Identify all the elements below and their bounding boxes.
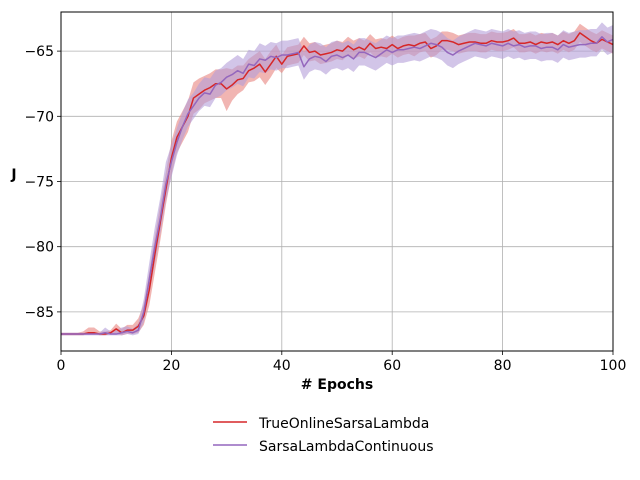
y-axis-label: J bbox=[10, 167, 16, 183]
y-tick-label: −70 bbox=[24, 109, 54, 125]
legend-label: SarsaLambdaContinuous bbox=[259, 439, 434, 455]
series-2-line bbox=[61, 36, 614, 335]
y-tick-label: −75 bbox=[24, 175, 54, 191]
x-axis-label: # Epochs bbox=[301, 377, 373, 393]
confidence-bands bbox=[61, 22, 613, 336]
legend: TrueOnlineSarsaLambda SarsaLambdaContinuo… bbox=[213, 416, 434, 455]
series-1-band bbox=[61, 23, 613, 336]
y-tick-label: −65 bbox=[24, 44, 54, 60]
y-tick-label: −80 bbox=[24, 240, 54, 256]
x-tick-label: 80 bbox=[494, 358, 512, 374]
series-2-band bbox=[61, 22, 613, 336]
series-lines bbox=[61, 32, 614, 335]
series-1-line bbox=[61, 32, 614, 335]
x-tick-label: 0 bbox=[57, 358, 66, 374]
y-tick-label: −85 bbox=[24, 305, 54, 321]
x-tick-label: 60 bbox=[383, 358, 401, 374]
legend-label: TrueOnlineSarsaLambda bbox=[258, 416, 429, 432]
x-tick-label: 100 bbox=[600, 358, 627, 374]
x-tick-label: 40 bbox=[273, 358, 291, 374]
y-axis-ticks: −85 −80 −75 −70 −65 bbox=[24, 44, 61, 321]
x-tick-label: 20 bbox=[162, 358, 180, 374]
x-axis-ticks: 0 20 40 60 80 100 bbox=[57, 351, 627, 374]
